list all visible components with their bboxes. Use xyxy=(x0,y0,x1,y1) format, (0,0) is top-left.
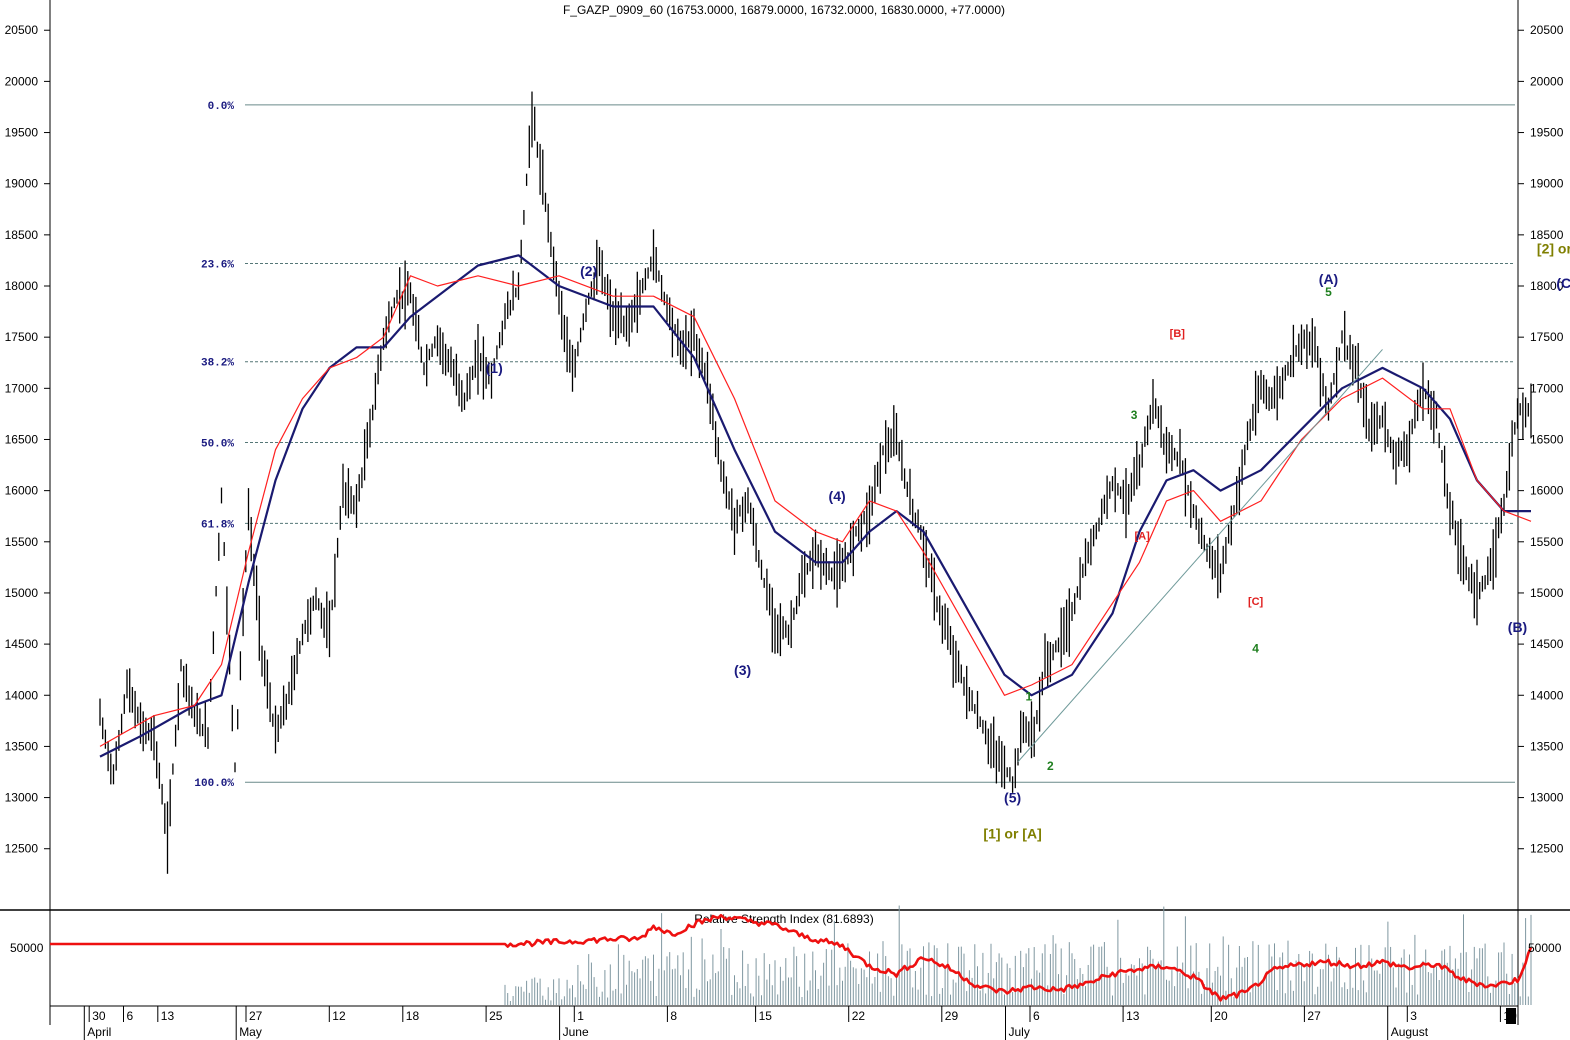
price-tick-label-left: 15000 xyxy=(5,586,39,600)
date-tick-label: 6 xyxy=(1033,1009,1040,1023)
price-tick-label-left: 14000 xyxy=(5,688,39,702)
wave-label: (3) xyxy=(734,662,751,678)
price-tick-label-left: 16000 xyxy=(5,484,39,498)
price-tick-label-right: 17500 xyxy=(1530,330,1564,344)
price-tick-label-right: 18000 xyxy=(1530,279,1564,293)
month-label: August xyxy=(1391,1025,1429,1039)
wave-labels: (1)(2)(3)(4)(5)[1] or [A]123[A][B][C]45(… xyxy=(486,240,1570,841)
price-tick-label-left: 13500 xyxy=(5,739,39,753)
fib-level-label: 38.2% xyxy=(201,358,234,370)
fib-level-label: 61.8% xyxy=(201,519,234,531)
price-tick-label-right: 16500 xyxy=(1530,432,1564,446)
price-axis: 12500 12500 13000 13000 13500 13500 14000 14000… xyxy=(5,23,1564,855)
price-tick-label-right: 13500 xyxy=(1530,739,1564,753)
price-tick-label-right: 12500 xyxy=(1530,842,1564,856)
fib-level-label: 0.0% xyxy=(208,101,235,113)
date-tick-label: 6 xyxy=(127,1009,134,1023)
moving-averages xyxy=(99,254,1532,758)
price-tick-label-left: 12500 xyxy=(5,842,39,856)
price-tick-label-right: 14500 xyxy=(1530,637,1564,651)
price-tick-label-right: 15500 xyxy=(1530,535,1564,549)
date-tick-label: 27 xyxy=(249,1009,263,1023)
wave-label: (B) xyxy=(1508,619,1527,635)
price-tick-label-left: 19000 xyxy=(5,177,39,191)
price-tick-label-right: 20500 xyxy=(1530,23,1564,37)
date-tick-label: 22 xyxy=(852,1009,866,1023)
rsi-tick-right: 50000 xyxy=(1528,941,1562,955)
date-tick-label: 20 xyxy=(1214,1009,1228,1023)
price-tick-label-left: 15500 xyxy=(5,535,39,549)
date-tick-label: 12 xyxy=(332,1009,346,1023)
month-label: April xyxy=(87,1025,111,1039)
wave-label: (1) xyxy=(486,360,503,376)
wave-label: 3 xyxy=(1131,408,1138,422)
wave-label: (C) xyxy=(1556,275,1570,291)
fib-level-label: 23.6% xyxy=(201,260,234,272)
price-tick-label-right: 19000 xyxy=(1530,177,1564,191)
month-label: July xyxy=(1009,1025,1030,1039)
wave-label: 5 xyxy=(1325,285,1332,299)
date-tick-label: 15 xyxy=(759,1009,773,1023)
wave-label: 4 xyxy=(1252,641,1259,655)
date-tick-label: 30 xyxy=(92,1009,106,1023)
fib-level-label: 50.0% xyxy=(201,439,234,451)
date-axis: 306132712182518152229613202731017AprilMa… xyxy=(83,1006,1517,1040)
trendline xyxy=(1017,349,1383,763)
wave-label: (A) xyxy=(1319,271,1338,287)
wave-label: 1 xyxy=(1025,689,1032,703)
wave-label: [A] xyxy=(1135,531,1151,543)
price-tick-label-left: 14500 xyxy=(5,637,39,651)
price-tick-label-left: 13000 xyxy=(5,791,39,805)
wave-label: (5) xyxy=(1004,790,1021,806)
price-tick-label-left: 20000 xyxy=(5,74,39,88)
rsi-tick-left: 50000 xyxy=(10,941,44,955)
price-tick-label-right: 16000 xyxy=(1530,484,1564,498)
price-tick-label-right: 13000 xyxy=(1530,791,1564,805)
date-tick-label: 13 xyxy=(161,1009,175,1023)
wave-label: (2) xyxy=(580,263,597,279)
rsi-line xyxy=(50,913,1533,1002)
price-tick-label-left: 18000 xyxy=(5,279,39,293)
fib-level-label: 100.0% xyxy=(194,778,234,790)
rsi-line-group xyxy=(50,913,1533,1002)
price-tick-label-left: 19500 xyxy=(5,126,39,140)
price-tick-label-left: 17500 xyxy=(5,330,39,344)
wave-label: [C] xyxy=(1248,596,1264,608)
wave-label: [1] or [A] xyxy=(983,825,1041,841)
rsi-title: Relative Strength Index (81.6893) xyxy=(694,912,873,926)
wave-label: [2] or [B] xyxy=(1537,240,1570,256)
wave-label: 2 xyxy=(1047,759,1054,773)
moving-average-fast xyxy=(99,275,1532,747)
price-tick-label-right: 15000 xyxy=(1530,586,1564,600)
price-tick-label-left: 16500 xyxy=(5,432,39,446)
price-tick-label-right: 19500 xyxy=(1530,126,1564,140)
date-tick-label: 10 xyxy=(1503,1009,1517,1023)
date-tick-label: 25 xyxy=(489,1009,503,1023)
price-tick-label-left: 20500 xyxy=(5,23,39,37)
price-tick-label-right: 17000 xyxy=(1530,381,1564,395)
date-tick-label: 13 xyxy=(1126,1009,1140,1023)
trendline-group xyxy=(1017,349,1383,763)
date-tick-label: 1 xyxy=(577,1009,584,1023)
chart-title: F_GAZP_0909_60 (16753.0000, 16879.0000, … xyxy=(563,3,1005,17)
month-label: May xyxy=(239,1025,262,1039)
date-tick-label: 18 xyxy=(406,1009,420,1023)
month-label: June xyxy=(563,1025,589,1039)
wave-label: [B] xyxy=(1170,328,1186,340)
date-tick-label: 8 xyxy=(670,1009,677,1023)
date-tick-label: 3 xyxy=(1410,1009,1417,1023)
price-tick-label-right: 18500 xyxy=(1530,228,1564,242)
price-tick-label-left: 18500 xyxy=(5,228,39,242)
scroll-end-marker xyxy=(1506,1008,1516,1024)
price-tick-label-right: 20000 xyxy=(1530,74,1564,88)
date-tick-label: 29 xyxy=(945,1009,959,1023)
date-tick-label: 27 xyxy=(1307,1009,1321,1023)
price-tick-label-right: 14000 xyxy=(1530,688,1564,702)
wave-label: (4) xyxy=(829,488,846,504)
price-tick-label-left: 17000 xyxy=(5,381,39,395)
